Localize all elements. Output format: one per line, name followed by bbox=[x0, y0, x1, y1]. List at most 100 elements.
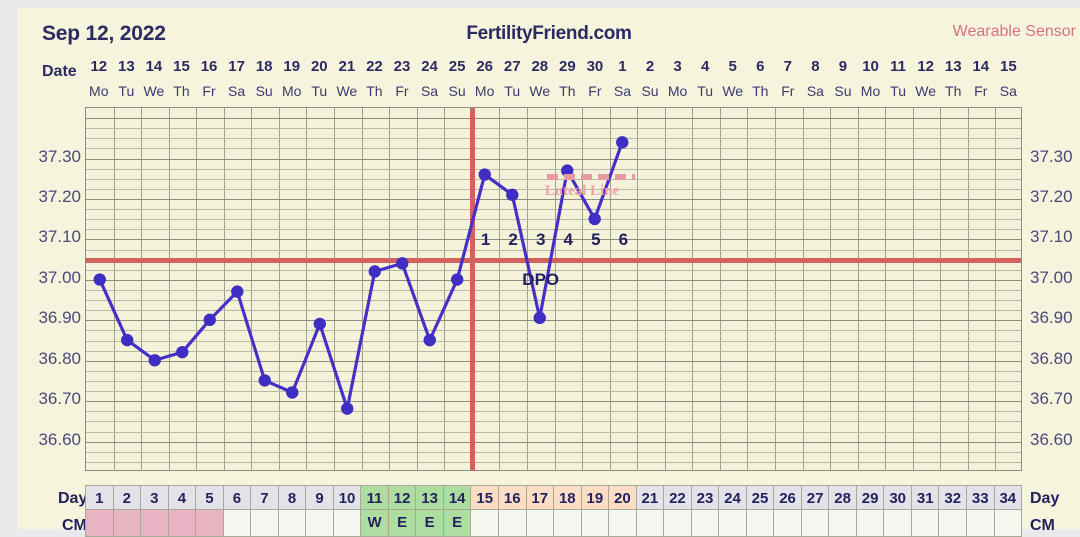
cervical-mucus-cell[interactable] bbox=[967, 510, 995, 537]
cycle-day-cell[interactable]: 32 bbox=[939, 485, 967, 510]
cervical-mucus-cell[interactable] bbox=[609, 510, 637, 537]
grid-vline bbox=[692, 108, 694, 470]
cycle-day-cell[interactable]: 26 bbox=[774, 485, 802, 510]
cycle-day-cell[interactable]: 28 bbox=[829, 485, 857, 510]
cervical-mucus-cell[interactable] bbox=[196, 510, 224, 537]
cervical-mucus-cell[interactable] bbox=[306, 510, 334, 537]
cervical-mucus-cell[interactable] bbox=[939, 510, 967, 537]
cycle-day-cell[interactable]: 17 bbox=[526, 485, 555, 510]
dpo-number: 4 bbox=[563, 229, 573, 249]
temperature-point[interactable] bbox=[368, 265, 381, 278]
cervical-mucus-cell[interactable] bbox=[829, 510, 857, 537]
cycle-day-cell[interactable]: 34 bbox=[994, 485, 1023, 510]
cycle-day-cell[interactable]: 29 bbox=[856, 485, 885, 510]
cycle-day-cell[interactable]: 9 bbox=[306, 485, 334, 510]
temperature-point[interactable] bbox=[93, 273, 106, 286]
cycle-day-cell[interactable]: 16 bbox=[498, 485, 527, 510]
cervical-mucus-cell[interactable] bbox=[691, 510, 720, 537]
cervical-mucus-cell[interactable] bbox=[856, 510, 885, 537]
cycle-day-cell[interactable]: 31 bbox=[911, 485, 940, 510]
cycle-day-cell[interactable]: 19 bbox=[581, 485, 610, 510]
temperature-point[interactable] bbox=[451, 273, 464, 286]
temperature-point[interactable] bbox=[313, 317, 326, 331]
y-axis-tick-label: 37.00 bbox=[1030, 267, 1073, 287]
cycle-day-cell[interactable]: 5 bbox=[196, 485, 224, 510]
cervical-mucus-cell[interactable]: E bbox=[416, 510, 444, 537]
cervical-mucus-cell[interactable] bbox=[526, 510, 555, 537]
cervical-mucus-cell[interactable] bbox=[636, 510, 665, 537]
cycle-day-cell[interactable]: 27 bbox=[801, 485, 830, 510]
cycle-day-cell[interactable]: 23 bbox=[691, 485, 720, 510]
cervical-mucus-cell[interactable] bbox=[719, 510, 747, 537]
temperature-point[interactable] bbox=[478, 168, 491, 181]
cycle-day-cell[interactable]: 7 bbox=[251, 485, 279, 510]
temperature-point[interactable] bbox=[286, 386, 299, 399]
weekday-header-cell: We bbox=[722, 83, 744, 99]
temperature-point[interactable] bbox=[121, 333, 134, 347]
cycle-day-cell[interactable]: 10 bbox=[333, 485, 362, 510]
cervical-mucus-cell[interactable]: E bbox=[443, 510, 472, 537]
cervical-mucus-cell[interactable] bbox=[884, 510, 912, 537]
cervical-mucus-cell[interactable] bbox=[554, 510, 582, 537]
cycle-day-cell[interactable]: 13 bbox=[416, 485, 444, 510]
cycle-day-cell[interactable]: 25 bbox=[746, 485, 775, 510]
cycle-day-cell[interactable]: 12 bbox=[388, 485, 417, 510]
temperature-point[interactable] bbox=[203, 313, 216, 327]
cycle-day-cell[interactable]: 8 bbox=[278, 485, 307, 510]
cycle-day-cell[interactable]: 11 bbox=[361, 485, 389, 510]
temperature-point[interactable] bbox=[396, 257, 409, 270]
cycle-day-cell[interactable]: 2 bbox=[113, 485, 142, 510]
temperature-point[interactable] bbox=[588, 212, 601, 226]
temperature-point[interactable] bbox=[176, 345, 189, 359]
cervical-mucus-cell[interactable] bbox=[801, 510, 830, 537]
cervical-mucus-cell[interactable] bbox=[85, 510, 114, 537]
cycle-day-cell[interactable]: 22 bbox=[664, 485, 692, 510]
cycle-day-cell[interactable]: 18 bbox=[554, 485, 582, 510]
cervical-mucus-cell[interactable] bbox=[223, 510, 252, 537]
grid-hline-major bbox=[86, 361, 1021, 362]
cycle-day-cell[interactable]: 6 bbox=[223, 485, 252, 510]
cycle-day-cell[interactable]: 30 bbox=[884, 485, 912, 510]
cervical-mucus-cell[interactable] bbox=[911, 510, 940, 537]
cervical-mucus-cell[interactable]: W bbox=[361, 510, 389, 537]
cervical-mucus-cell[interactable] bbox=[113, 510, 142, 537]
temperature-point[interactable] bbox=[148, 354, 161, 367]
date-header-cell: 22 bbox=[366, 58, 383, 75]
cervical-mucus-cell[interactable] bbox=[746, 510, 775, 537]
cervical-mucus-cell[interactable] bbox=[498, 510, 527, 537]
cervical-mucus-cell[interactable] bbox=[141, 510, 169, 537]
temperature-point[interactable] bbox=[231, 285, 244, 298]
grid-hline-minor bbox=[86, 128, 1021, 129]
cycle-day-cell[interactable]: 33 bbox=[967, 485, 995, 510]
cycle-day-cell[interactable]: 1 bbox=[85, 485, 114, 510]
cervical-mucus-cell[interactable] bbox=[581, 510, 610, 537]
temperature-point[interactable] bbox=[341, 402, 354, 415]
temperature-point[interactable] bbox=[561, 164, 574, 177]
cervical-mucus-cell[interactable] bbox=[994, 510, 1023, 537]
temperature-point[interactable] bbox=[423, 333, 436, 347]
temperature-point[interactable] bbox=[616, 136, 629, 149]
cervical-mucus-cell[interactable] bbox=[333, 510, 362, 537]
cervical-mucus-cell[interactable] bbox=[471, 510, 499, 537]
temperature-point[interactable] bbox=[533, 311, 546, 325]
cervical-mucus-cell[interactable]: E bbox=[388, 510, 417, 537]
cervical-mucus-cell[interactable] bbox=[168, 510, 197, 537]
cycle-day-cell[interactable]: 20 bbox=[609, 485, 637, 510]
cycle-day-cell[interactable]: 4 bbox=[168, 485, 197, 510]
weekday-header-cell: Tu bbox=[504, 83, 521, 99]
cervical-mucus-cell[interactable] bbox=[774, 510, 802, 537]
cervical-mucus-cell[interactable] bbox=[278, 510, 307, 537]
cycle-day-cell[interactable]: 3 bbox=[141, 485, 169, 510]
grid-vline bbox=[802, 108, 804, 470]
cycle-day-cell[interactable]: 21 bbox=[636, 485, 665, 510]
cervical-mucus-cell[interactable] bbox=[251, 510, 279, 537]
temperature-point[interactable] bbox=[506, 188, 519, 201]
temperature-point[interactable] bbox=[258, 374, 271, 387]
cycle-day-cell[interactable]: 14 bbox=[443, 485, 472, 510]
cycle-day-cell[interactable]: 15 bbox=[471, 485, 499, 510]
cycle-day-cell[interactable]: 24 bbox=[719, 485, 747, 510]
cervical-mucus-cell[interactable] bbox=[664, 510, 692, 537]
cycle-day-row[interactable]: 1 2 3 4 5 6 7 8 9 10 11 12 13 14 15 16 17 18 19 20 21 22 23 24 2… bbox=[85, 485, 1023, 510]
